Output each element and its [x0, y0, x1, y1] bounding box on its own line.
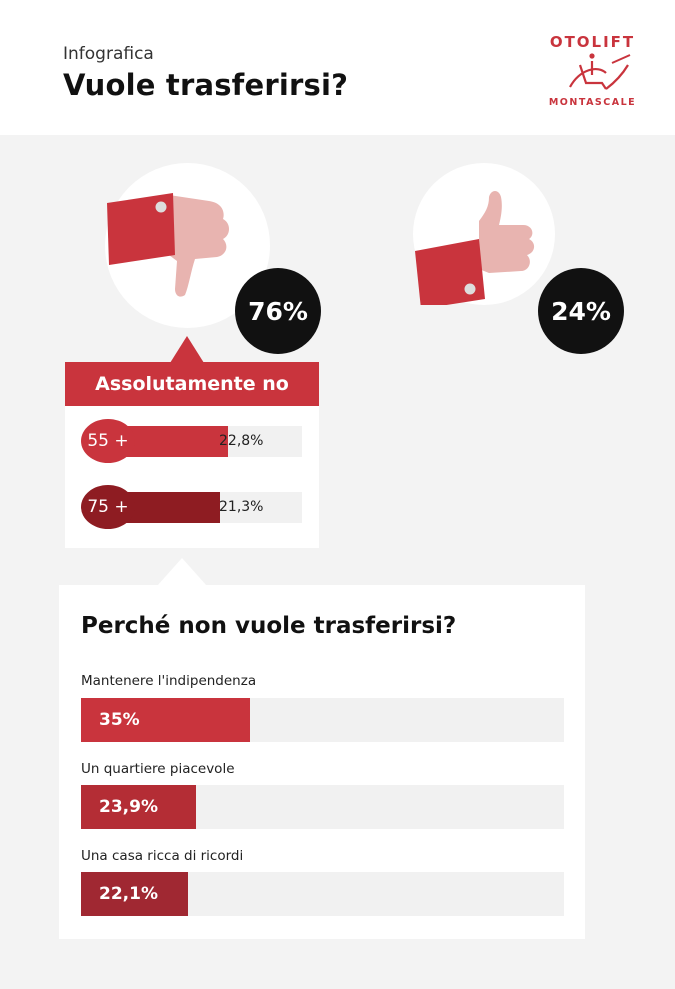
age-row: 55 + 22,8% [81, 419, 302, 463]
reason-bar [81, 872, 188, 916]
age-breakdown-card: Assolutamente no 55 + 22,8% 75 + 21,3% [65, 362, 319, 548]
thumbs-down-icon [107, 193, 229, 297]
otolift-logo: OTOLIFT MONTASCALE [540, 25, 645, 120]
reason-label: Un quartiere piacevole [81, 761, 235, 777]
kicker: Infografica [63, 44, 154, 64]
reason-label: Mantenere l'indipendenza [81, 673, 257, 689]
no-percentage-badge: 76% [235, 268, 321, 354]
yes-hand-circle [413, 163, 555, 305]
page-title: Vuole trasferirsi? [63, 68, 349, 102]
reason-bar [81, 698, 250, 742]
header: Infografica Vuole trasferirsi? OTOLIFT M… [0, 0, 675, 135]
reason-value: 23,9% [99, 797, 158, 817]
age-breakdown-title: Assolutamente no [65, 362, 319, 406]
card-pointer [157, 558, 207, 586]
age-circle-55: 55 + [81, 419, 135, 463]
callout-pointer [170, 336, 204, 363]
reason-value: 22,1% [99, 884, 158, 904]
reason-label: Una casa ricca di ricordi [81, 848, 244, 864]
logo-subtitle: MONTASCALE [548, 97, 637, 108]
reasons-title: Perché non vuole trasferirsi? [81, 613, 457, 639]
age-row: 75 + 21,3% [81, 485, 302, 529]
reason-bar-track: 22,1% [81, 872, 564, 916]
thumbs-up-icon [415, 191, 535, 305]
no-hand-circle [105, 163, 270, 328]
reason-value: 35% [99, 710, 140, 730]
stairlift-logo-icon [569, 53, 631, 90]
age-value-55: 22,8% [219, 433, 264, 449]
reason-bar-track: 23,9% [81, 785, 564, 829]
age-value-75: 21,3% [219, 499, 264, 515]
reason-bar-track: 35% [81, 698, 564, 742]
reasons-card: Perché non vuole trasferirsi? Mantenere … [59, 585, 585, 939]
age-circle-75: 75 + [81, 485, 135, 529]
logo-brand: OTOLIFT [549, 33, 636, 51]
reason-bar [81, 785, 196, 829]
yes-percentage-badge: 24% [538, 268, 624, 354]
